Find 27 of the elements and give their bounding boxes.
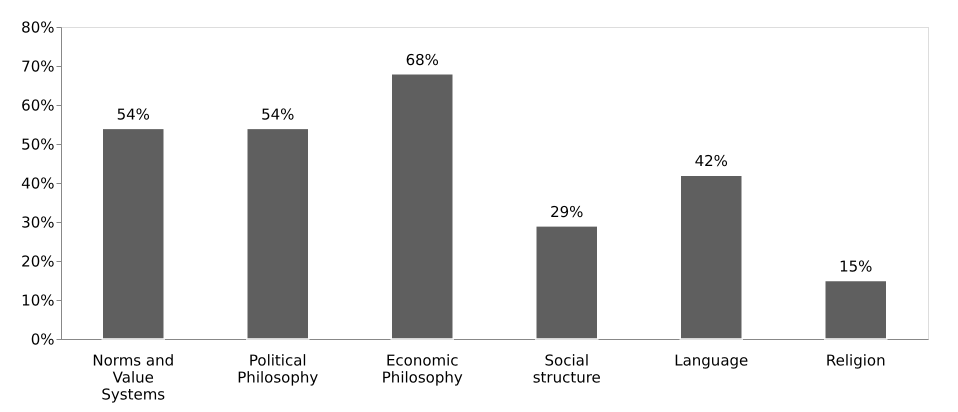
bar [680, 174, 743, 340]
bar [246, 128, 310, 340]
data-label: 54% [116, 105, 150, 124]
data-label: 15% [839, 258, 872, 276]
data-label: 42% [694, 152, 728, 170]
y-tick-label: 40% [21, 174, 54, 192]
x-tick-label: Religion [826, 352, 886, 370]
y-tick-label: 50% [21, 136, 54, 154]
y-tick-label: 30% [21, 214, 54, 232]
y-tick-label: 70% [21, 58, 54, 76]
y-tick-label: 10% [21, 292, 54, 310]
data-label: 29% [550, 202, 584, 221]
y-tick-label: 60% [21, 96, 54, 114]
bar [535, 225, 598, 340]
data-label: 54% [261, 105, 294, 124]
x-tick-label: Social structure [532, 352, 601, 386]
data-label: 68% [406, 50, 439, 69]
bar [824, 280, 888, 340]
x-tick-label: Language [674, 352, 748, 370]
x-tick-label: Economic Philosophy [382, 352, 463, 386]
bar [390, 73, 454, 340]
y-tick-label: 80% [21, 18, 54, 36]
y-tick-label: 0% [30, 330, 54, 348]
x-tick-label: Norms and Value Systems [92, 352, 174, 404]
y-tick-label: 20% [21, 252, 54, 270]
x-tick-label: Political Philosophy [237, 352, 318, 386]
bar [102, 128, 165, 340]
